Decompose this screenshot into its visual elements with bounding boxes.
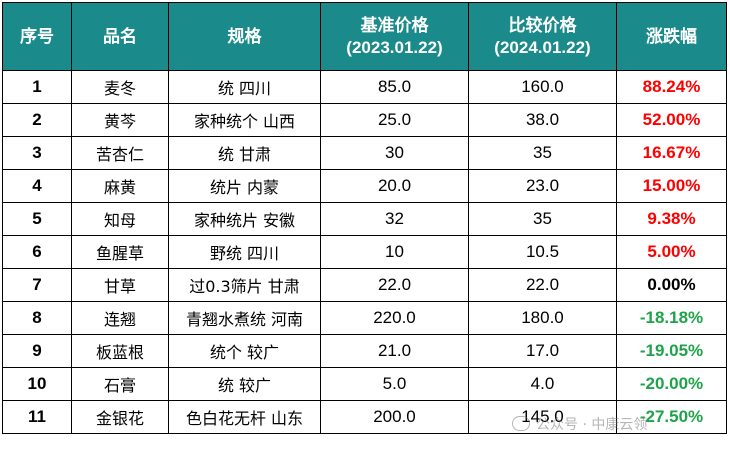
cell-compare-price: 10.5 — [468, 235, 617, 269]
cell-index: 8 — [2, 301, 72, 335]
cell-index: 7 — [2, 268, 72, 302]
cell-name: 连翘 — [71, 301, 169, 335]
cell-name: 鱼腥草 — [71, 235, 169, 269]
cell-compare-price: 22.0 — [468, 268, 617, 302]
cell-index: 6 — [2, 235, 72, 269]
cell-change: -19.05% — [616, 334, 727, 368]
cell-base-price: 200.0 — [320, 400, 469, 434]
cell-spec: 野统 四川 — [168, 235, 321, 269]
cell-base-price: 25.0 — [320, 103, 469, 137]
cell-name: 金银花 — [71, 400, 169, 434]
cell-spec: 统 较广 — [168, 367, 321, 401]
cell-compare-price: 35 — [468, 136, 617, 170]
cell-name: 知母 — [71, 202, 169, 236]
cell-base-price: 85.0 — [320, 70, 469, 104]
cell-spec: 家种统个 山西 — [168, 103, 321, 137]
cell-base-price: 21.0 — [320, 334, 469, 368]
table-row: 2 黄芩 家种统个 山西 25.0 38.0 52.00% — [2, 103, 727, 137]
header-compare-price-date: (2024.01.22) — [494, 37, 591, 57]
cell-index: 11 — [2, 400, 72, 434]
cell-spec: 统 甘肃 — [168, 136, 321, 170]
cell-index: 5 — [2, 202, 72, 236]
header-name: 品名 — [71, 2, 169, 71]
table-row: 9 板蓝根 统个 较广 21.0 17.0 -19.05% — [2, 334, 727, 368]
header-compare-price-title: 比较价格 — [508, 15, 577, 35]
header-index: 序号 — [2, 2, 72, 71]
table-row: 10 石膏统 较广 5.0 4.0 -20.00% — [2, 367, 727, 401]
table-row: 8 连翘 青翘水煮统 河南 220.0 180.0 -18.18% — [2, 301, 727, 335]
cell-spec: 过0.3筛片 甘肃 — [168, 268, 321, 302]
cell-change: -20.00% — [616, 367, 727, 401]
cell-name: 麦冬 — [71, 70, 169, 104]
cell-base-price: 10 — [320, 235, 469, 269]
cell-spec: 家种统片 安徽 — [168, 202, 321, 236]
cell-compare-price: 35 — [468, 202, 617, 236]
cell-spec: 统 四川 — [168, 70, 321, 104]
header-spec: 规格 — [168, 2, 321, 71]
cell-index: 10 — [2, 367, 72, 401]
cell-base-price: 22.0 — [320, 268, 469, 302]
cell-name: 黄芩 — [71, 103, 169, 137]
header-row: 序号 品名 规格 基准价格 (2023.01.22) 比较价格 (2024.01… — [2, 2, 727, 71]
cell-spec: 色白花无杆 山东 — [168, 400, 321, 434]
table-row: 4 麻黄 统片 内蒙 20.0 23.0 15.00% — [2, 169, 727, 203]
cell-spec: 青翘水煮统 河南 — [168, 301, 321, 335]
table-body: 1 麦冬统 四川 85.0 160.0 88.24% 2 黄芩 家种统个 山西 25.0 38.0… — [2, 70, 727, 434]
cell-compare-price: 4.0 — [468, 367, 617, 401]
cell-spec: 统片 内蒙 — [168, 169, 321, 203]
cell-index: 9 — [2, 334, 72, 368]
cell-base-price: 220.0 — [320, 301, 469, 335]
cell-change: 9.38% — [616, 202, 727, 236]
cell-index: 3 — [2, 136, 72, 170]
cell-compare-price: 160.0 — [468, 70, 617, 104]
cell-compare-price: 23.0 — [468, 169, 617, 203]
cell-change: 0.00% — [616, 268, 727, 302]
cell-compare-price: 38.0 — [468, 103, 617, 137]
table-header: 序号 品名 规格 基准价格 (2023.01.22) 比较价格 (2024.01… — [2, 2, 727, 71]
cell-name: 板蓝根 — [71, 334, 169, 368]
cell-name: 麻黄 — [71, 169, 169, 203]
table-row: 11 金银花 色白花无杆 山东 200.0 145.0 -27.50% — [2, 400, 727, 434]
cell-index: 4 — [2, 169, 72, 203]
cell-base-price: 30 — [320, 136, 469, 170]
header-base-price-title: 基准价格 — [360, 15, 429, 35]
cell-change: 5.00% — [616, 235, 727, 269]
cell-change: 88.24% — [616, 70, 727, 104]
header-change: 涨跌幅 — [616, 2, 727, 71]
table-row: 3 苦杏仁统 甘肃 30 35 16.67% — [2, 136, 727, 170]
cell-index: 1 — [2, 70, 72, 104]
cell-compare-price: 180.0 — [468, 301, 617, 335]
cell-change: -18.18% — [616, 301, 727, 335]
cell-name: 石膏 — [71, 367, 169, 401]
cell-change: 52.00% — [616, 103, 727, 137]
header-base-price-date: (2023.01.22) — [346, 37, 443, 57]
table-row: 5 知母 家种统片 安徽 32 35 9.38% — [2, 202, 727, 236]
cell-change: 15.00% — [616, 169, 727, 203]
cell-spec: 统个 较广 — [168, 334, 321, 368]
cell-base-price: 32 — [320, 202, 469, 236]
header-base-price: 基准价格 (2023.01.22) — [320, 2, 469, 71]
header-compare-price: 比较价格 (2024.01.22) — [468, 2, 617, 71]
cell-base-price: 20.0 — [320, 169, 469, 203]
cell-index: 2 — [2, 103, 72, 137]
cell-base-price: 5.0 — [320, 367, 469, 401]
table-row: 1 麦冬统 四川 85.0 160.0 88.24% — [2, 70, 727, 104]
cell-change: -27.50% — [616, 400, 727, 434]
cell-compare-price: 17.0 — [468, 334, 617, 368]
table-row: 7 甘草 过0.3筛片 甘肃 22.0 22.0 0.00% — [2, 268, 727, 302]
cell-name: 甘草 — [71, 268, 169, 302]
cell-change: 16.67% — [616, 136, 727, 170]
cell-compare-price: 145.0 — [468, 400, 617, 434]
price-change-table: 序号 品名 规格 基准价格 (2023.01.22) 比较价格 (2024.01… — [2, 2, 727, 434]
cell-name: 苦杏仁 — [71, 136, 169, 170]
table-row: 6 鱼腥草 野统 四川 10 10.5 5.00% — [2, 235, 727, 269]
